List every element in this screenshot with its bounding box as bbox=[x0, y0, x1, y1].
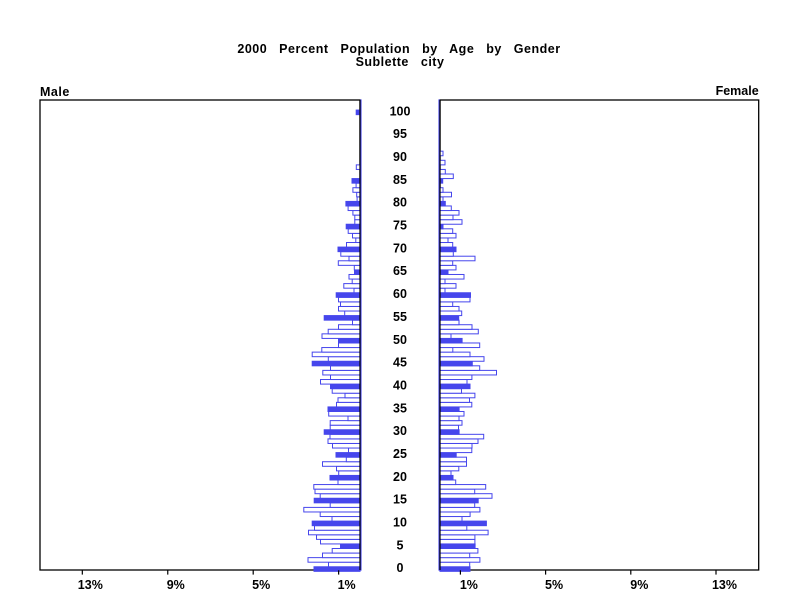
svg-text:13%: 13% bbox=[712, 578, 737, 592]
svg-text:5: 5 bbox=[397, 538, 404, 552]
svg-text:5%: 5% bbox=[545, 578, 563, 592]
svg-text:Sublette city: Sublette city bbox=[356, 55, 445, 69]
svg-text:100: 100 bbox=[390, 104, 411, 118]
svg-text:30: 30 bbox=[393, 424, 407, 438]
svg-text:2000 Percent Population by Age: 2000 Percent Population by Age by Gender bbox=[237, 42, 560, 56]
svg-text:85: 85 bbox=[393, 173, 407, 187]
svg-text:35: 35 bbox=[393, 401, 407, 415]
svg-text:95: 95 bbox=[393, 127, 407, 141]
svg-text:Female: Female bbox=[716, 84, 759, 98]
svg-text:1%: 1% bbox=[338, 578, 356, 592]
svg-text:9%: 9% bbox=[630, 578, 648, 592]
svg-text:25: 25 bbox=[393, 447, 407, 461]
svg-text:80: 80 bbox=[393, 196, 407, 210]
svg-text:20: 20 bbox=[393, 470, 407, 484]
svg-text:0: 0 bbox=[397, 561, 404, 575]
svg-text:55: 55 bbox=[393, 310, 407, 324]
svg-text:75: 75 bbox=[393, 219, 407, 233]
svg-text:70: 70 bbox=[393, 241, 407, 255]
svg-text:13%: 13% bbox=[78, 578, 103, 592]
svg-text:45: 45 bbox=[393, 356, 407, 370]
svg-text:1%: 1% bbox=[460, 578, 478, 592]
svg-text:40: 40 bbox=[393, 378, 407, 392]
svg-text:15: 15 bbox=[393, 493, 407, 507]
svg-text:9%: 9% bbox=[167, 578, 185, 592]
svg-text:90: 90 bbox=[393, 150, 407, 164]
svg-text:5%: 5% bbox=[252, 578, 270, 592]
svg-text:65: 65 bbox=[393, 264, 407, 278]
svg-text:Male: Male bbox=[40, 85, 70, 99]
svg-text:10: 10 bbox=[393, 515, 407, 529]
svg-text:60: 60 bbox=[393, 287, 407, 301]
svg-text:50: 50 bbox=[393, 333, 407, 347]
